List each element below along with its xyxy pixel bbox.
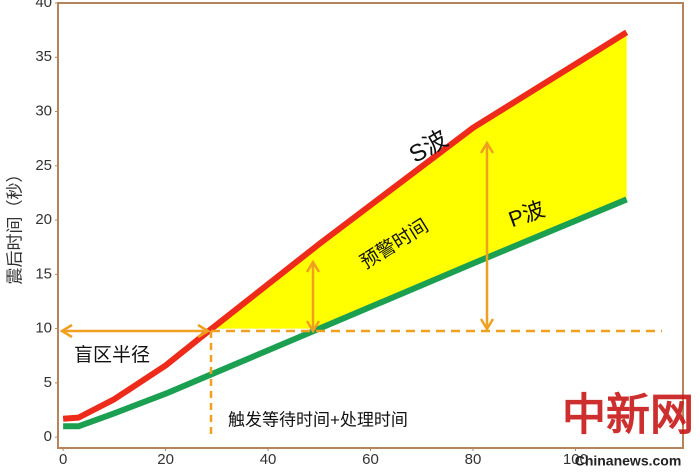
y-tick-label: 10 <box>35 320 52 337</box>
series-line <box>63 196 628 430</box>
y-tick-label: 35 <box>35 48 52 65</box>
warning-area <box>211 32 627 329</box>
x-tick-label: 20 <box>157 451 174 468</box>
x-tick-label: 60 <box>362 451 379 468</box>
x-tick-label: 0 <box>59 451 67 468</box>
annotation-lines <box>59 140 662 437</box>
x-tick-label: 80 <box>465 451 482 468</box>
series-line <box>62 29 629 422</box>
watermark: 中新网 <box>562 390 694 441</box>
y-tick-label: 25 <box>35 157 52 174</box>
x-tick-label: 40 <box>260 451 277 468</box>
blind-label: 盲区半径 <box>74 344 150 366</box>
y-tick-label: 5 <box>44 374 52 391</box>
watermark-sub: Chinanews.com <box>575 453 682 469</box>
trigger-label: 触发等待时间+处理时间 <box>228 410 408 429</box>
plot-frame <box>57 2 684 449</box>
y-axis-label: 震后时间（秒） <box>5 166 24 285</box>
y-tick-label: 30 <box>35 103 52 120</box>
y-tick-label: 0 <box>44 428 52 445</box>
y-tick-label: 20 <box>35 211 52 228</box>
x-tick-label: 100 <box>563 451 588 468</box>
y-tick-label: 40 <box>35 0 52 11</box>
y-tick-label: 15 <box>35 265 52 282</box>
